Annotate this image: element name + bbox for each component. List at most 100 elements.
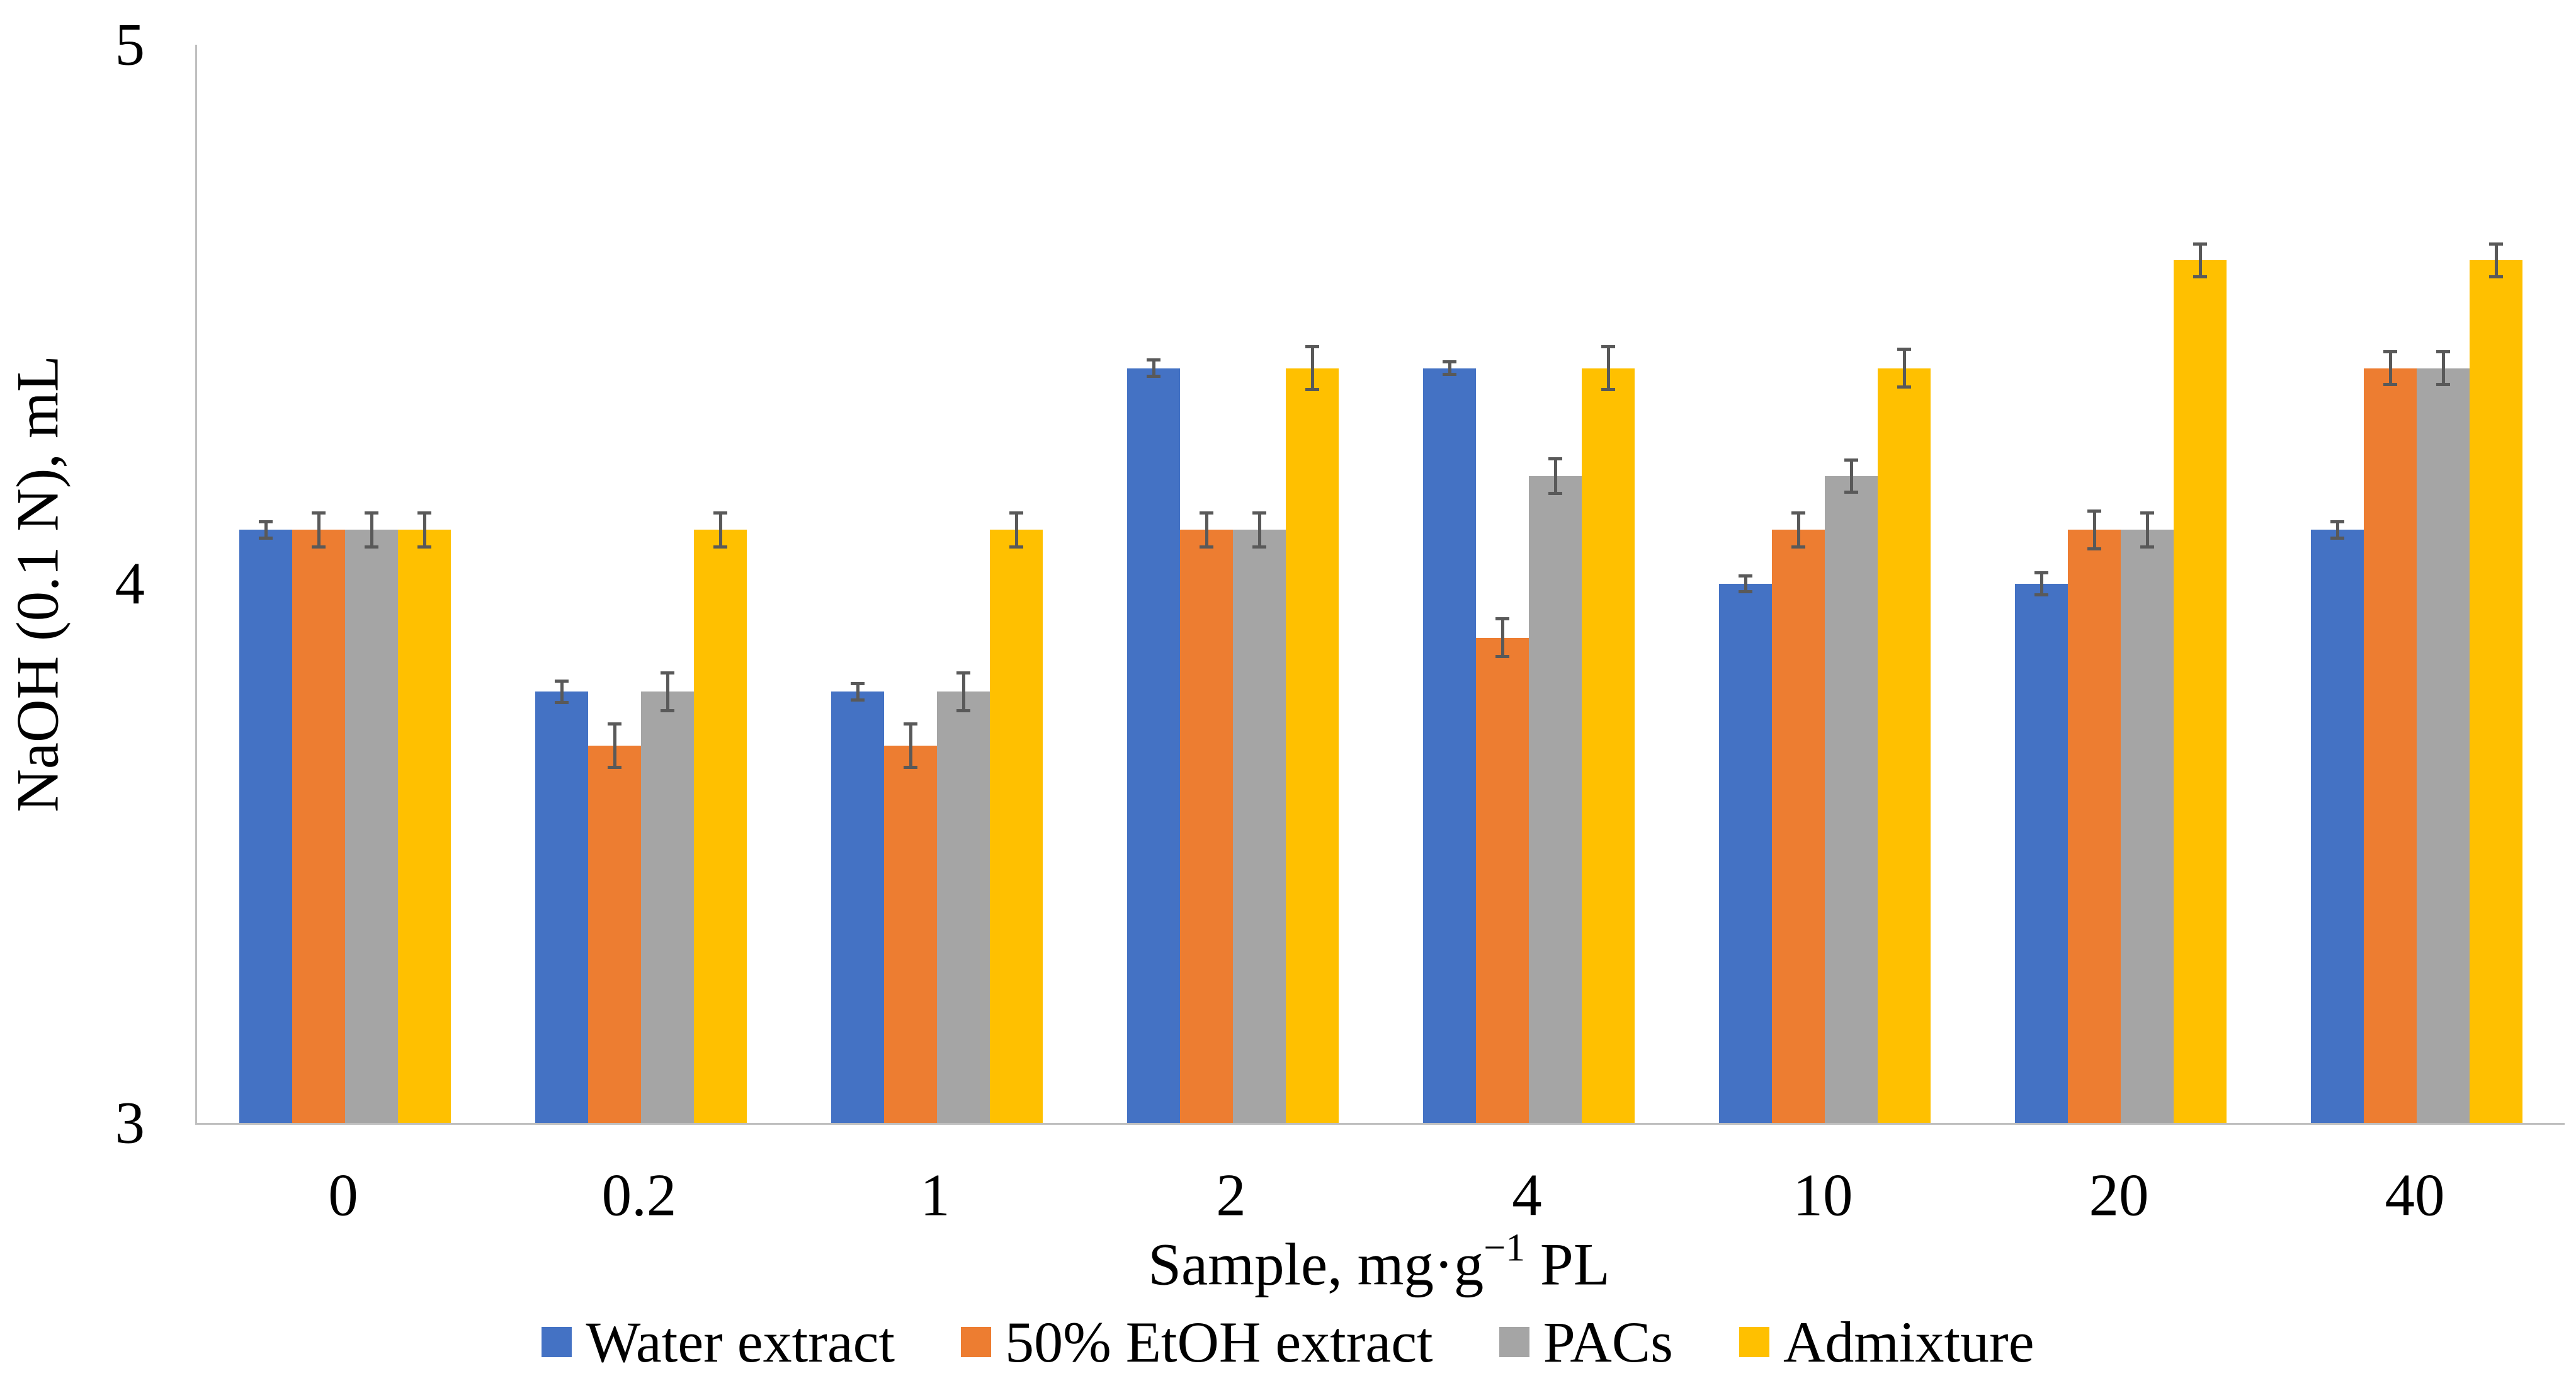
error-bar-cap xyxy=(1495,617,1509,621)
error-bar-cap xyxy=(1305,344,1319,348)
bar-admixture-2 xyxy=(1286,368,1339,1123)
error-bar-cap xyxy=(1495,655,1509,659)
error-bar-cap xyxy=(2193,275,2207,278)
x-axis-title-suffix: PL xyxy=(1525,1231,1610,1298)
error-bar-cap xyxy=(1844,490,1858,494)
error-bar xyxy=(1152,360,1155,377)
error-bar-cap xyxy=(851,681,865,685)
legend-marker-icon xyxy=(1499,1327,1529,1357)
error-bar-cap xyxy=(1601,388,1615,392)
x-axis-title: Sample, mg·g−1 PL xyxy=(1148,1229,1610,1295)
x-axis-title-text: Sample, mg·g xyxy=(1148,1231,1484,1298)
y-tick-label-4: 4 xyxy=(115,550,145,617)
error-bar xyxy=(856,683,860,700)
error-bar-cap xyxy=(1548,491,1562,495)
bar-pacs-20 xyxy=(2121,530,2174,1123)
x-tick-label-2: 2 xyxy=(1216,1161,1246,1229)
error-bar xyxy=(317,513,321,547)
legend: Water extract 50% EtOH extract PACs Admixtu… xyxy=(0,1313,2576,1371)
error-bar-cap xyxy=(2436,350,2450,354)
error-bar xyxy=(2441,351,2445,385)
error-bar xyxy=(370,513,373,547)
x-tick-label-0.2: 0.2 xyxy=(601,1161,677,1229)
error-bar xyxy=(2092,511,2096,549)
error-bar xyxy=(2145,513,2149,547)
error-bar xyxy=(666,673,669,711)
bar-admixture-20 xyxy=(2174,260,2227,1123)
error-bar-cap xyxy=(2087,547,2101,550)
error-bar-cap xyxy=(2383,350,2397,354)
error-bar xyxy=(1257,513,1261,547)
error-bar xyxy=(962,673,965,711)
error-bar xyxy=(1448,361,1451,375)
bar-pacs-40 xyxy=(2417,368,2470,1123)
error-bar xyxy=(1014,513,1018,547)
error-bar-cap xyxy=(2383,382,2397,386)
error-bar-cap xyxy=(2330,520,2344,524)
error-bar xyxy=(909,724,912,768)
error-bar xyxy=(1310,346,1314,390)
error-bar-cap xyxy=(2489,275,2503,278)
error-bar-cap xyxy=(1200,511,1213,515)
error-bar-cap xyxy=(661,671,674,674)
error-bar-cap xyxy=(904,765,917,769)
bar-50-etoh-extract-10 xyxy=(1772,530,1825,1123)
error-bar-cap xyxy=(1443,360,1456,363)
bar-50-etoh-extract-20 xyxy=(2068,530,2121,1123)
error-bar-cap xyxy=(2087,509,2101,513)
bar-pacs-1 xyxy=(937,692,990,1123)
error-bar-cap xyxy=(713,545,727,549)
legend-marker-icon xyxy=(542,1327,572,1357)
bar-admixture-40 xyxy=(2470,260,2522,1123)
error-bar-cap xyxy=(1009,511,1023,515)
error-bar xyxy=(1744,576,1747,592)
error-bar-cap xyxy=(365,511,378,515)
error-bar-cap xyxy=(851,698,865,702)
error-bar-cap xyxy=(1791,545,1805,549)
error-bar xyxy=(718,513,722,547)
error-bar-cap xyxy=(312,511,326,515)
error-bar-cap xyxy=(2140,511,2154,515)
error-bar-cap xyxy=(1200,545,1213,549)
x-tick-label-1: 1 xyxy=(920,1161,950,1229)
x-axis-title-superscript: −1 xyxy=(1484,1226,1526,1270)
bar-water-extract-20 xyxy=(2015,584,2068,1123)
bar-pacs-0.2 xyxy=(641,692,694,1123)
error-bar xyxy=(2388,351,2392,385)
bar-50-etoh-extract-0.2 xyxy=(588,745,641,1123)
error-bar-cap xyxy=(2489,242,2503,246)
error-bar xyxy=(2040,572,2043,595)
error-bar xyxy=(1553,458,1557,494)
error-bar-cap xyxy=(1147,374,1160,378)
error-bar-cap xyxy=(904,722,917,726)
y-tick-label-5: 5 xyxy=(115,11,145,78)
error-bar-cap xyxy=(1305,388,1319,392)
error-bar-cap xyxy=(2140,545,2154,549)
error-bar-cap xyxy=(608,722,621,726)
x-tick-label-20: 20 xyxy=(2089,1161,2149,1229)
legend-marker-icon xyxy=(961,1327,992,1357)
error-bar-cap xyxy=(1147,358,1160,362)
bar-admixture-0 xyxy=(398,530,451,1123)
error-bar-cap xyxy=(2034,593,2048,596)
legend-item-water-extract: Water extract xyxy=(542,1313,895,1371)
error-bar-cap xyxy=(259,536,273,540)
bar-water-extract-10 xyxy=(1719,584,1772,1123)
legend-label: 50% EtOH extract xyxy=(1005,1310,1433,1374)
error-bar xyxy=(2198,244,2202,277)
error-bar-cap xyxy=(1548,457,1562,460)
bar-admixture-0.2 xyxy=(694,530,747,1123)
error-bar xyxy=(1205,513,1208,547)
error-bar xyxy=(264,521,268,538)
error-bar-cap xyxy=(259,520,273,524)
error-bar-cap xyxy=(956,709,970,712)
bar-50-etoh-extract-1 xyxy=(884,745,937,1123)
error-bar-cap xyxy=(1601,344,1615,348)
error-bar-cap xyxy=(1897,348,1911,351)
error-bar xyxy=(1606,346,1610,390)
x-tick-label-0: 0 xyxy=(328,1161,358,1229)
bar-water-extract-40 xyxy=(2311,530,2364,1123)
legend-item-admixture: Admixture xyxy=(1739,1313,2034,1371)
bar-pacs-0 xyxy=(345,530,398,1123)
x-tick-label-4: 4 xyxy=(1512,1161,1542,1229)
